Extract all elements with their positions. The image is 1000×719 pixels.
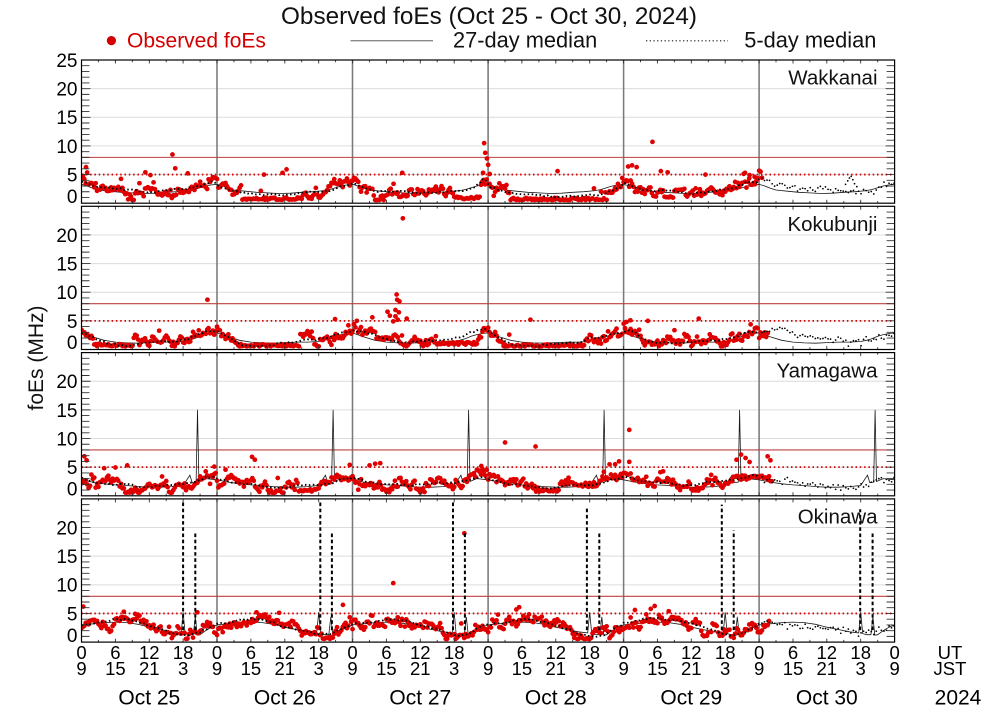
svg-text:12: 12 <box>275 642 296 663</box>
svg-text:0: 0 <box>67 187 78 208</box>
svg-text:15: 15 <box>512 658 533 679</box>
svg-text:Okinawa: Okinawa <box>798 506 878 529</box>
svg-text:15: 15 <box>56 108 77 129</box>
svg-text:Oct 28: Oct 28 <box>525 687 587 710</box>
svg-text:Wakkanai: Wakkanai <box>788 67 877 90</box>
svg-text:12: 12 <box>546 642 567 663</box>
svg-text:25: 25 <box>56 51 77 72</box>
svg-text:Kokubunji: Kokubunji <box>787 213 877 236</box>
svg-text:10: 10 <box>56 429 77 450</box>
svg-text:3: 3 <box>720 658 730 679</box>
svg-text:Oct 26: Oct 26 <box>254 687 316 710</box>
svg-text:18: 18 <box>579 642 600 663</box>
svg-text:18: 18 <box>444 642 465 663</box>
svg-text:Oct 29: Oct 29 <box>660 687 722 710</box>
svg-text:20: 20 <box>56 226 77 247</box>
svg-text:3: 3 <box>585 658 595 679</box>
svg-text:12: 12 <box>817 642 838 663</box>
svg-text:3: 3 <box>178 658 188 679</box>
svg-text:5: 5 <box>67 458 78 479</box>
svg-text:0: 0 <box>754 642 764 663</box>
svg-text:15: 15 <box>56 547 77 568</box>
svg-text:9: 9 <box>754 658 764 679</box>
svg-text:15: 15 <box>241 658 262 679</box>
svg-text:20: 20 <box>56 372 77 393</box>
svg-text:9: 9 <box>889 658 899 679</box>
svg-text:9: 9 <box>212 658 222 679</box>
svg-text:5: 5 <box>67 166 78 187</box>
svg-text:9: 9 <box>76 658 86 679</box>
svg-text:18: 18 <box>308 642 329 663</box>
svg-text:6: 6 <box>381 642 391 663</box>
svg-text:3: 3 <box>314 658 324 679</box>
svg-text:5-day median: 5-day median <box>744 28 876 53</box>
svg-text:0: 0 <box>889 642 899 663</box>
svg-text:18: 18 <box>173 642 194 663</box>
svg-text:21: 21 <box>139 658 160 679</box>
svg-text:9: 9 <box>483 658 493 679</box>
svg-text:UT: UT <box>938 642 963 663</box>
svg-text:10: 10 <box>56 137 77 158</box>
svg-text:5: 5 <box>67 312 78 333</box>
svg-text:10: 10 <box>56 576 77 597</box>
svg-text:Yamagawa: Yamagawa <box>776 359 878 382</box>
svg-text:3: 3 <box>449 658 459 679</box>
svg-text:0: 0 <box>347 642 357 663</box>
svg-text:15: 15 <box>56 255 77 276</box>
svg-text:6: 6 <box>517 642 527 663</box>
svg-text:Observed foEs: Observed foEs <box>127 30 266 53</box>
svg-text:21: 21 <box>275 658 296 679</box>
svg-text:21: 21 <box>681 658 702 679</box>
svg-text:Oct 27: Oct 27 <box>389 687 451 710</box>
svg-text:15: 15 <box>105 658 126 679</box>
svg-text:10: 10 <box>56 283 77 304</box>
svg-text:9: 9 <box>618 658 628 679</box>
svg-text:6: 6 <box>788 642 798 663</box>
svg-text:12: 12 <box>410 642 431 663</box>
svg-text:27-day median: 27-day median <box>453 28 597 53</box>
svg-text:12: 12 <box>139 642 160 663</box>
svg-text:18: 18 <box>850 642 871 663</box>
svg-text:21: 21 <box>410 658 431 679</box>
svg-text:0: 0 <box>67 333 78 354</box>
svg-text:3: 3 <box>856 658 866 679</box>
svg-text:2024: 2024 <box>935 687 982 710</box>
svg-text:0: 0 <box>67 480 78 501</box>
svg-text:15: 15 <box>56 401 77 422</box>
svg-text:12: 12 <box>681 642 702 663</box>
svg-text:5: 5 <box>67 604 78 625</box>
svg-text:6: 6 <box>652 642 662 663</box>
svg-text:6: 6 <box>110 642 120 663</box>
svg-text:0: 0 <box>67 626 78 647</box>
svg-text:15: 15 <box>376 658 397 679</box>
svg-text:Oct 30: Oct 30 <box>796 687 858 710</box>
svg-text:21: 21 <box>546 658 567 679</box>
svg-text:20: 20 <box>56 518 77 539</box>
svg-text:foEs (MHz): foEs (MHz) <box>25 306 48 411</box>
svg-text:JST: JST <box>934 658 967 679</box>
svg-text:15: 15 <box>647 658 668 679</box>
svg-text:15: 15 <box>783 658 804 679</box>
svg-text:0: 0 <box>618 642 628 663</box>
svg-text:0: 0 <box>212 642 222 663</box>
svg-text:0: 0 <box>76 642 86 663</box>
svg-text:Oct 25: Oct 25 <box>118 687 180 710</box>
svg-text:18: 18 <box>715 642 736 663</box>
svg-text:21: 21 <box>817 658 838 679</box>
svg-text:9: 9 <box>347 658 357 679</box>
svg-text:0: 0 <box>483 642 493 663</box>
svg-text:20: 20 <box>56 80 77 101</box>
svg-text:6: 6 <box>246 642 256 663</box>
svg-text:Observed foEs (Oct 25 - Oct 30: Observed foEs (Oct 25 - Oct 30, 2024) <box>281 3 697 30</box>
